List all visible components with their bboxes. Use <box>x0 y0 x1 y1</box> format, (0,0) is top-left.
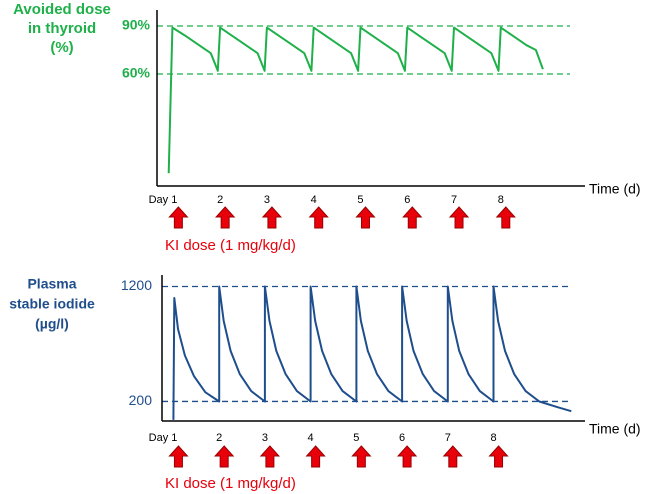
x-tick-label: 2 <box>216 432 222 444</box>
dose-arrow <box>168 206 189 229</box>
y-axis-label: Avoided dose <box>13 1 111 18</box>
x-tick-label: 5 <box>357 194 363 206</box>
dose-arrow <box>308 206 329 229</box>
x-tick-label: Day 1 <box>149 432 178 444</box>
y-axis-label: (%) <box>50 39 73 56</box>
x-tick-label: 2 <box>217 194 223 206</box>
dose-arrow <box>495 206 516 229</box>
x-tick-label: 8 <box>498 194 504 206</box>
x-tick-label: 6 <box>404 194 410 206</box>
dose-arrow <box>402 206 423 229</box>
x-tick-label: 5 <box>353 432 359 444</box>
dose-arrow <box>305 445 326 468</box>
x-tick-label: 3 <box>262 432 268 444</box>
y-axis-label: Plasma <box>27 276 76 292</box>
dose-arrow <box>259 445 281 468</box>
x-tick-label: 7 <box>445 432 451 444</box>
y-axis-label: stable iodide <box>9 296 95 312</box>
annotation: KI dose (1 mg/kg/d) <box>165 475 296 492</box>
y-tick-label: 90% <box>122 17 151 33</box>
dose-arrow <box>168 445 189 468</box>
data-line <box>167 26 544 174</box>
x-tick-label: Day 1 <box>149 194 178 206</box>
dose-arrow <box>355 206 376 229</box>
x-tick-label: 6 <box>399 432 405 444</box>
y-axis-label: (µg/l) <box>35 316 69 332</box>
dose-arrow <box>351 445 372 468</box>
y-tick-label: 60% <box>122 65 151 81</box>
dose-arrow <box>442 445 463 468</box>
x-tick-label: 3 <box>264 194 270 206</box>
annotation: KI dose (1 mg/kg/d) <box>165 237 296 254</box>
dose-arrow <box>488 445 509 468</box>
x-tick-label: 7 <box>451 194 457 206</box>
dose-arrow <box>261 206 283 229</box>
x-tick-label: 4 <box>308 432 314 444</box>
x-axis-label: Time (d) <box>589 181 641 197</box>
dose-arrow <box>396 445 418 468</box>
dose-arrow <box>448 206 470 229</box>
x-tick-label: 8 <box>490 432 496 444</box>
x-axis-label: Time (d) <box>589 421 641 437</box>
y-tick-label: 200 <box>129 392 153 408</box>
dose-arrow <box>214 445 235 468</box>
x-tick-label: 4 <box>311 194 317 206</box>
y-tick-label: 1200 <box>121 277 152 293</box>
data-line <box>172 285 572 420</box>
dose-arrow <box>215 206 236 229</box>
y-axis-label: in thyroid <box>28 20 96 37</box>
